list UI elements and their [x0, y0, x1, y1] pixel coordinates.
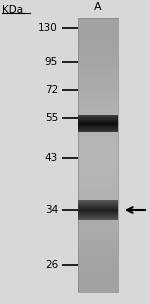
Text: A: A: [94, 2, 102, 12]
Text: 130: 130: [38, 23, 58, 33]
Text: 26: 26: [45, 260, 58, 270]
Text: 43: 43: [45, 153, 58, 163]
Text: 34: 34: [45, 205, 58, 215]
Text: KDa: KDa: [2, 5, 23, 15]
Text: 72: 72: [45, 85, 58, 95]
Text: 55: 55: [45, 113, 58, 123]
Text: 95: 95: [45, 57, 58, 67]
